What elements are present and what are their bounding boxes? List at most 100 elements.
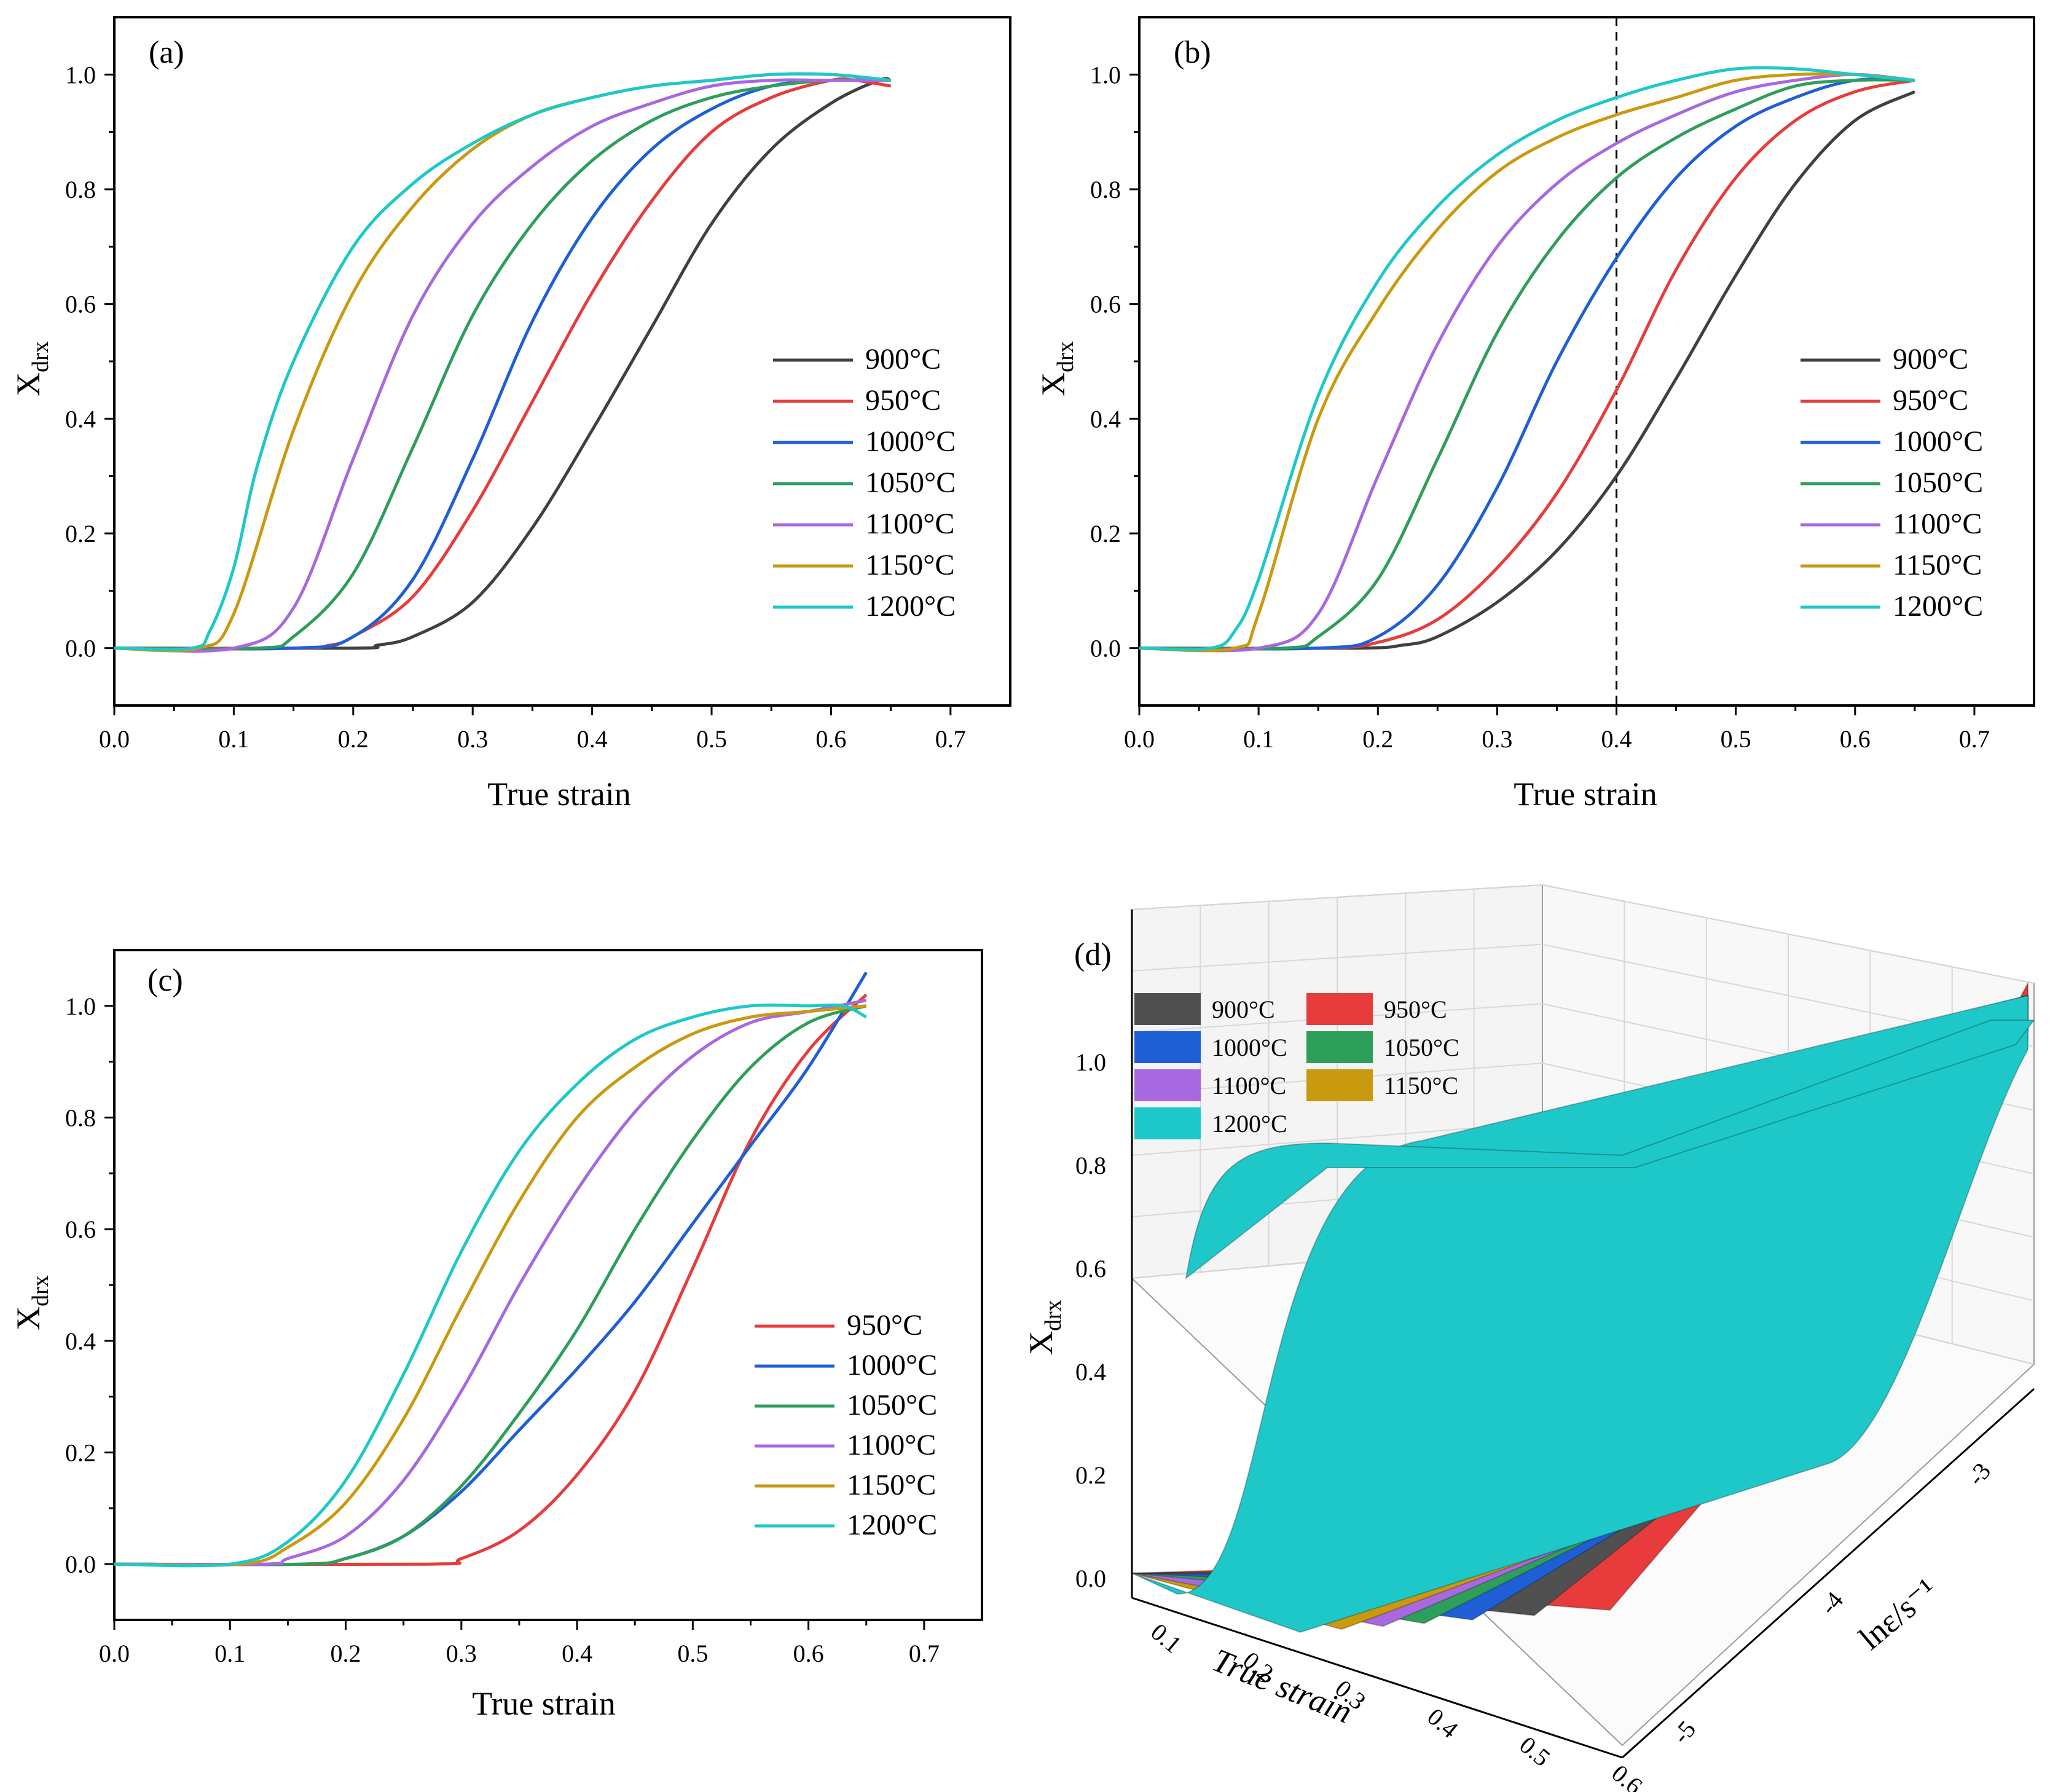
panel-a-series-line-1100c: [114, 78, 891, 653]
panel-d-legend-label: 1150°C: [1384, 1072, 1458, 1099]
panel-a-legend-label: 1150°C: [865, 549, 954, 581]
svg-text:Xdrx: Xdrx: [1035, 341, 1078, 396]
panel-b-legend-label: 1100°C: [1893, 508, 1982, 540]
panel-c-legend-label: 950°C: [847, 1309, 922, 1342]
panel-b-y-axis-title-sub: drx: [1053, 341, 1078, 372]
panel-a-y-tick-label: 0.4: [65, 405, 96, 433]
panel-c-x-tick-label: 0.3: [446, 1640, 477, 1667]
panel-b-y-tick-label: 1.0: [1090, 61, 1121, 88]
panel-d-legend-swatch: [1306, 993, 1373, 1025]
panel-c-y-axis-title: Xdrx: [10, 1275, 53, 1330]
panel-a-y-tick-label: 0.0: [65, 635, 96, 662]
panel-d-z-tick-label: 0.6: [1075, 1255, 1106, 1283]
panel-c-y-axis-title-sub: drx: [28, 1275, 53, 1307]
panel-a-legend-label: 1000°C: [865, 425, 956, 458]
panel-d-legend-swatch: [1306, 1069, 1373, 1101]
panel-a-x-tick-label: 0.1: [218, 725, 249, 753]
panel-d-legend-label: 950°C: [1384, 996, 1447, 1023]
panel-a-x-tick-label: 0.3: [457, 725, 488, 753]
panel-c-x-tick-label: 0.0: [99, 1640, 130, 1667]
panel-b-x-axis-title: True strain: [1514, 776, 1657, 812]
panel-d-x-axis-line: [1131, 1597, 1623, 1759]
panel-c-x-tick-label: 0.4: [562, 1640, 592, 1667]
panel-b-legend-label: 1200°C: [1893, 590, 1983, 623]
panel-c-x-tick-label: 0.5: [677, 1640, 708, 1667]
panel-a-y-tick-label: 0.6: [65, 291, 96, 318]
panel-a-y-tick-label: 0.8: [65, 176, 96, 203]
panel-c-label: (c): [147, 963, 183, 998]
panel-b-line-chart: (b) True strain Xdrx 0.0 0.1 0.2 0.3 0.4 0.5 0…: [1035, 16, 2035, 812]
panel-d-surface-1200c: [1131, 994, 2028, 1633]
panel-d-surfaces: [1131, 981, 2035, 1633]
panel-c-x-axis-title: True strain: [472, 1685, 616, 1722]
panel-b-x-tick-label: 0.1: [1243, 725, 1274, 753]
panel-c-series-line-1150c: [114, 1004, 866, 1567]
panel-b-x-tick-label: 0.0: [1124, 725, 1155, 753]
panel-b-x-tick-label: 0.2: [1362, 725, 1393, 753]
panel-c-series-line-950c: [114, 993, 868, 1566]
panel-b-legend-label: 1000°C: [1893, 425, 1983, 458]
panel-c-x-tick-label: 0.7: [909, 1640, 940, 1667]
panel-d-legend-label: 1200°C: [1212, 1110, 1287, 1138]
svg-text:Xdrx: Xdrx: [10, 1275, 53, 1330]
panel-d-legend-label: 1000°C: [1212, 1034, 1287, 1061]
panel-c-y-tick-label: 0.2: [65, 1439, 96, 1467]
panel-d-z-axis-title-sub: drx: [1040, 1300, 1066, 1331]
panel-d-legend-swatch: [1134, 993, 1201, 1025]
panel-a-line-chart: (a) True strain Xdrx 0.0 0.1 0.2 0.3 0.4 0.5 0…: [10, 16, 1011, 812]
panel-a-x-tick-label: 0.0: [99, 725, 130, 753]
panel-b-y-axis-title: Xdrx: [1035, 341, 1078, 396]
panel-b-legend-label: 1050°C: [1893, 466, 1983, 499]
panel-d-z-tick-label: 1.0: [1075, 1048, 1106, 1076]
panel-a-x-axis-title: True strain: [487, 776, 631, 812]
panel-a-x-tick-label: 0.4: [577, 725, 608, 753]
panel-b-x-tick-label: 0.6: [1840, 725, 1871, 753]
panel-c-legend-label: 1050°C: [847, 1389, 937, 1421]
panel-d-legend-swatch: [1134, 1031, 1201, 1063]
panel-c-x-tick-label: 0.1: [214, 1640, 245, 1667]
panel-a-series-line-1050c: [114, 78, 891, 651]
panel-a-label: (a): [149, 35, 184, 70]
panel-a-y-axis-title: Xdrx: [10, 341, 53, 396]
panel-d-legend: 900°C 950°C 1000°C 1050°C 1100°C 1150°C 1200°C: [1134, 993, 1459, 1139]
panel-d-axes: [1131, 910, 2035, 1759]
panel-a-legend-label: 1100°C: [865, 508, 954, 540]
panel-d-surface-chart: 0.00.20.40.60.81.00.10.20.30.40.50.6-5-4…: [1023, 884, 2036, 1792]
panel-a-y-axis-title-sub: drx: [28, 341, 53, 372]
panel-d-z-tick-label: 0.2: [1075, 1461, 1106, 1489]
panel-c-legend-label: 1150°C: [847, 1469, 936, 1501]
panel-b-legend-label: 1150°C: [1893, 549, 1982, 581]
panel-c-y-tick-label: 1.0: [65, 992, 96, 1020]
panel-a-series-line-900c: [114, 77, 892, 650]
panel-b-series-line-1200c: [1139, 66, 1915, 651]
panel-d-legend-swatch: [1306, 1031, 1373, 1063]
panel-d-surface-plateau: [1185, 1020, 2035, 1280]
panel-b-x-tick-label: 0.7: [1959, 725, 1990, 753]
panel-b-y-tick-label: 0.4: [1090, 405, 1121, 433]
panel-c-legend-label: 1000°C: [847, 1349, 937, 1381]
panel-d-legend-swatch: [1134, 1069, 1201, 1101]
panel-a-legend-label: 950°C: [865, 384, 941, 417]
panel-b-series-line-1100c: [1139, 73, 1915, 653]
panel-b-series-line-1000c: [1139, 77, 1915, 651]
svg-text:Xdrx: Xdrx: [1023, 1300, 1066, 1355]
panel-d-legend-label: 1050°C: [1384, 1034, 1459, 1061]
panel-c-x-tick-label: 0.2: [331, 1640, 361, 1667]
panel-c-series-line-1200c: [114, 1003, 867, 1568]
panel-b-label: (b): [1174, 35, 1211, 70]
panel-c-legend-label: 1200°C: [847, 1509, 937, 1541]
panel-b-legend-label: 900°C: [1893, 343, 1968, 375]
panel-a-x-tick-label: 0.6: [815, 725, 846, 753]
panel-a-y-axis-title-main: X: [10, 372, 47, 396]
panel-a-x-tick-label: 0.5: [696, 725, 727, 753]
panel-a-y-tick-label: 0.2: [65, 520, 96, 548]
panel-b-x-tick-label: 0.5: [1721, 725, 1751, 753]
panel-c-x-tick-label: 0.6: [793, 1640, 824, 1667]
panel-a-legend-label: 1050°C: [865, 466, 956, 499]
panel-b-y-axis-title-main: X: [1035, 372, 1072, 396]
panel-a-x-tick-label: 0.2: [338, 725, 369, 753]
panel-d-label: (d): [1074, 937, 1112, 972]
panel-d-y-axis-line: [1621, 1388, 2035, 1759]
panel-b-legend-label: 950°C: [1893, 384, 1968, 417]
